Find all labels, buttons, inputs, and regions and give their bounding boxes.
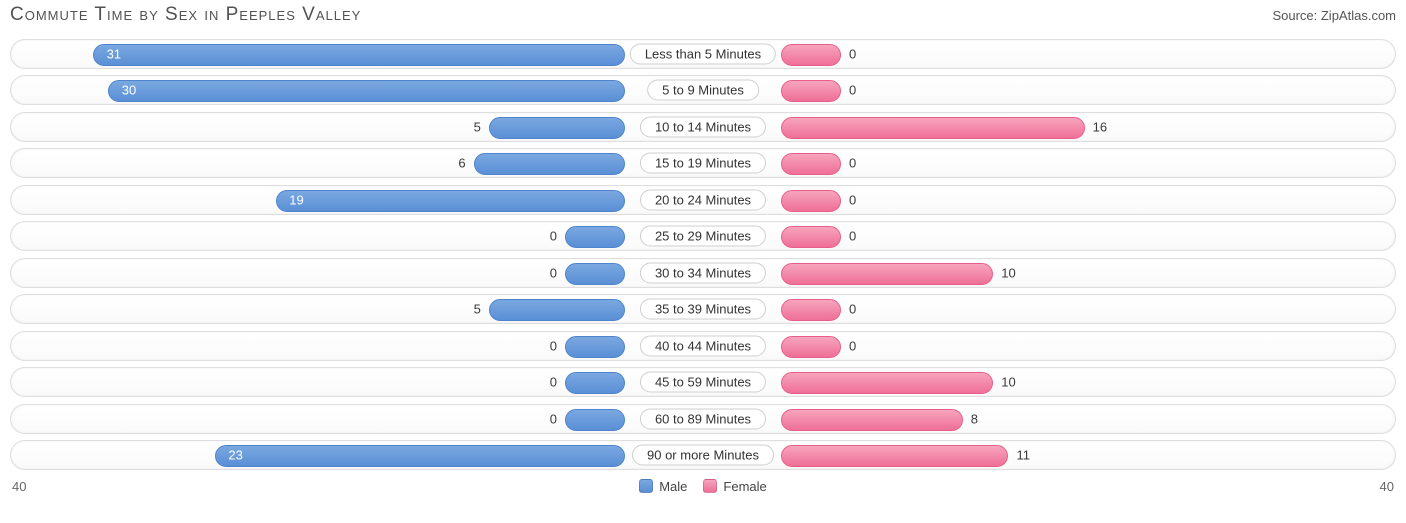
value-female: 0 [849,229,856,244]
category-label: 30 to 34 Minutes [640,262,766,283]
bar-male [93,44,625,66]
value-female: 0 [849,156,856,171]
chart-row: 40 to 44 Minutes 0 0 [10,331,1396,361]
male-swatch [639,479,653,493]
bar-male [276,190,625,212]
bar-male [489,299,625,321]
legend-item-male: Male [639,479,687,494]
value-male: 23 [228,448,242,463]
bar-female [781,409,963,431]
chart-row: 5 to 9 Minutes 30 0 [10,75,1396,105]
bar-male [489,117,625,139]
bar-female [781,153,841,175]
bar-female [781,445,1008,467]
bar-female [781,80,841,102]
value-female: 0 [849,46,856,61]
value-male: 5 [474,302,481,317]
value-male: 5 [474,119,481,134]
bar-female [781,117,1085,139]
bar-female [781,44,841,66]
value-male: 0 [550,338,557,353]
value-male: 31 [107,46,121,61]
bar-male [474,153,625,175]
value-female: 0 [849,83,856,98]
chart-row: 90 or more Minutes 23 11 [10,440,1396,470]
axis-max-right: 40 [1380,479,1394,494]
bar-male [565,336,625,358]
bar-male [565,226,625,248]
value-female: 10 [1001,375,1015,390]
bar-female [781,226,841,248]
chart-header: Commute Time by Sex in Peeples Valley So… [10,4,1396,32]
value-male: 30 [122,83,136,98]
value-male: 6 [458,156,465,171]
value-male: 0 [550,265,557,280]
chart-row: 20 to 24 Minutes 19 0 [10,185,1396,215]
value-female: 16 [1093,119,1107,134]
value-female: 8 [971,411,978,426]
value-female: 0 [849,338,856,353]
category-label: 45 to 59 Minutes [640,372,766,393]
legend-label: Female [723,479,766,494]
legend-label: Male [659,479,687,494]
legend: Male Female [639,479,767,494]
category-label: 35 to 39 Minutes [640,299,766,320]
value-female: 0 [849,302,856,317]
value-female: 10 [1001,265,1015,280]
axis-max-left: 40 [12,479,26,494]
bar-male [108,80,625,102]
category-label: 60 to 89 Minutes [640,408,766,429]
category-label: 20 to 24 Minutes [640,189,766,210]
chart-area: Less than 5 Minutes3105 to 9 Minutes3001… [10,39,1396,471]
chart-source: Source: ZipAtlas.com [1272,8,1396,23]
category-label: 5 to 9 Minutes [647,80,759,101]
value-male: 19 [289,192,303,207]
bar-male [565,372,625,394]
chart-row: 60 to 89 Minutes 0 8 [10,404,1396,434]
chart-row: 10 to 14 Minutes 5 16 [10,112,1396,142]
bar-male [215,445,625,467]
chart-row: 25 to 29 Minutes 0 0 [10,221,1396,251]
chart-row: 30 to 34 Minutes 0 10 [10,258,1396,288]
chart-row: Less than 5 Minutes 31 0 [10,39,1396,69]
value-female: 0 [849,192,856,207]
category-label: 10 to 14 Minutes [640,116,766,137]
chart-row: 15 to 19 Minutes 6 0 [10,148,1396,178]
chart-title: Commute Time by Sex in Peeples Valley [10,4,361,26]
chart-container: Commute Time by Sex in Peeples Valley So… [0,0,1406,523]
bar-female [781,299,841,321]
value-male: 0 [550,375,557,390]
legend-item-female: Female [703,479,766,494]
bar-male [565,409,625,431]
value-male: 0 [550,411,557,426]
female-swatch [703,479,717,493]
category-label: 15 to 19 Minutes [640,153,766,174]
bar-female [781,336,841,358]
chart-row: 45 to 59 Minutes 0 10 [10,367,1396,397]
category-label: 25 to 29 Minutes [640,226,766,247]
value-female: 11 [1016,448,1030,463]
bar-female [781,372,993,394]
chart-footer: 40 Male Female 40 [10,477,1396,494]
value-male: 0 [550,229,557,244]
bar-female [781,190,841,212]
chart-row: 35 to 39 Minutes 5 0 [10,294,1396,324]
bar-male [565,263,625,285]
category-label: Less than 5 Minutes [630,43,776,64]
category-label: 40 to 44 Minutes [640,335,766,356]
category-label: 90 or more Minutes [632,445,774,466]
bar-female [781,263,993,285]
